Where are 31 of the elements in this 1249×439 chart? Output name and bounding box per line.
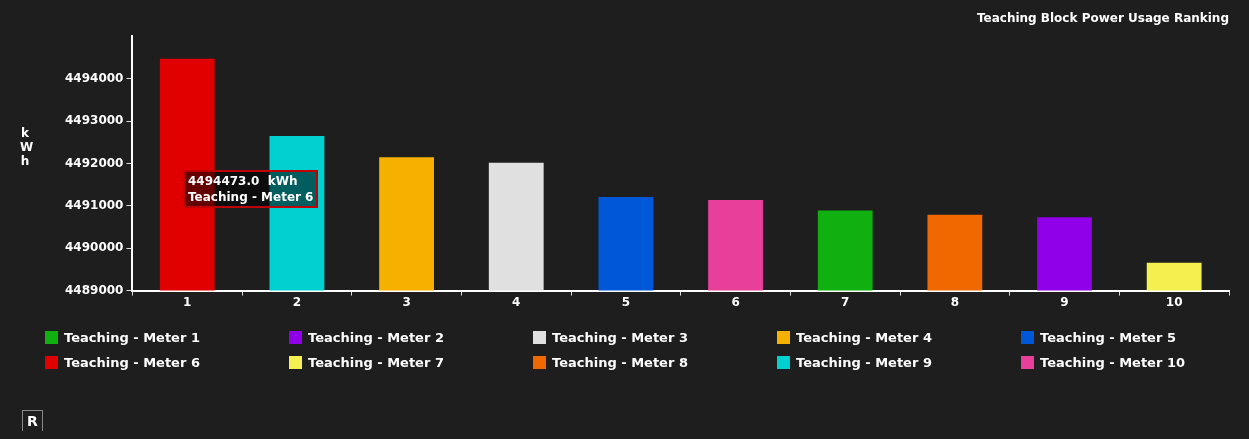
x-tick-label: 10 <box>1165 294 1183 309</box>
legend-label: Teaching - Meter 10 <box>1039 355 1186 370</box>
r-button: R <box>22 410 43 431</box>
legend-label: Teaching - Meter 8 <box>551 355 689 370</box>
y-axis-title: kWh <box>20 125 34 168</box>
legend-label: Teaching - Meter 1 <box>63 330 201 345</box>
x-tick-label: 4 <box>512 294 521 309</box>
y-tick-label: 4494000 <box>64 70 124 85</box>
x-tick-label: 7 <box>841 294 850 309</box>
legend-label: Teaching - Meter 6 <box>63 355 201 370</box>
y-tick-label: 4490000 <box>64 240 124 255</box>
y-tick-label: 4492000 <box>64 155 124 170</box>
x-tick-label: 2 <box>292 294 302 309</box>
legend-label: Teaching - Meter 5 <box>1039 330 1177 345</box>
x-tick-label: 6 <box>731 294 740 309</box>
x-tick-label: 3 <box>402 294 411 309</box>
legend-label: Teaching - Meter 4 <box>795 330 933 345</box>
x-tick-label: 1 <box>183 294 192 309</box>
legend-label: Teaching - Meter 9 <box>795 355 933 370</box>
x-tick-label: 9 <box>1060 294 1069 309</box>
y-tick-label: 4489000 <box>64 282 124 297</box>
annotation: Teaching - Meter 6 <box>188 189 314 205</box>
legend-label: Teaching - Meter 7 <box>307 355 445 370</box>
x-tick-label: 5 <box>621 294 631 309</box>
annotation: 4494473.0 kWh <box>188 173 299 189</box>
x-tick-label: 8 <box>950 294 960 309</box>
legend-label: Teaching - Meter 3 <box>551 330 689 345</box>
y-tick-label: 4491000 <box>64 197 124 212</box>
chart-title: Teaching Block Power Usage Ranking <box>976 11 1229 26</box>
y-tick-label: 4493000 <box>64 113 124 128</box>
legend-label: Teaching - Meter 2 <box>307 330 445 345</box>
